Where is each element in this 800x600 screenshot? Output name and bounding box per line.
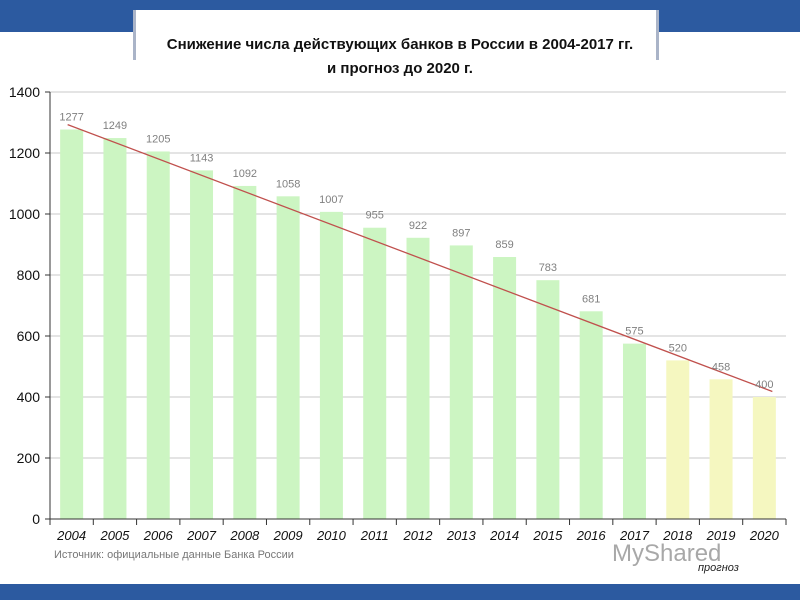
bar-2007 — [190, 170, 214, 519]
bar-2016 — [579, 311, 603, 519]
bar-2015 — [536, 280, 560, 519]
y-tick-label-200: 200 — [17, 450, 41, 466]
data-label-2019: 458 — [712, 361, 730, 373]
x-tick-label-2017: 2017 — [619, 528, 650, 543]
y-tick-label-0: 0 — [32, 511, 40, 527]
bar-2012 — [406, 237, 430, 520]
bar-2020 — [752, 397, 776, 519]
x-tick-label-2019: 2019 — [706, 528, 736, 543]
bar-2010 — [319, 211, 343, 520]
data-label-2006: 1205 — [146, 133, 170, 145]
bar-2017 — [622, 343, 646, 519]
x-tick-label-2006: 2006 — [143, 528, 174, 543]
bar-2006 — [146, 151, 170, 519]
bar-2018 — [666, 360, 690, 519]
bar-2004 — [60, 129, 84, 519]
forecast-label: прогноз — [698, 562, 739, 574]
x-tick-label-2007: 2007 — [186, 528, 217, 543]
data-label-2014: 859 — [495, 239, 513, 251]
data-label-2004: 1277 — [59, 112, 83, 124]
y-tick-label-1400: 1400 — [9, 84, 40, 100]
data-label-2009: 1058 — [276, 178, 300, 190]
data-label-2005: 1249 — [103, 120, 127, 132]
title-panel — [133, 10, 659, 60]
y-tick-label-400: 400 — [17, 389, 41, 405]
data-label-2008: 1092 — [233, 168, 257, 180]
data-label-2010: 1007 — [319, 194, 343, 206]
source-note: Источник: официальные данные Банка Росси… — [54, 549, 294, 561]
chart-title: Снижение числа действующих банков в Росс… — [166, 36, 634, 53]
chart-subtitle: и прогноз до 2020 г. — [327, 60, 473, 77]
bar-2013 — [449, 245, 473, 520]
x-tick-label-2009: 2009 — [273, 528, 303, 543]
y-tick-label-600: 600 — [17, 328, 41, 344]
watermark-text: MyShared — [612, 540, 722, 567]
x-tick-label-2015: 2015 — [532, 528, 563, 543]
x-tick-label-2020: 2020 — [749, 528, 780, 543]
bar-2019 — [709, 379, 733, 519]
data-label-2016: 681 — [582, 293, 600, 305]
x-tick-label-2018: 2018 — [662, 528, 693, 543]
x-tick-label-2005: 2005 — [99, 528, 130, 543]
bar-2005 — [103, 138, 127, 519]
trend-line — [67, 124, 773, 393]
x-tick-label-2011: 2011 — [360, 528, 389, 543]
x-tick-label-2008: 2008 — [229, 528, 260, 543]
bar-2011 — [363, 227, 387, 519]
x-tick-label-2012: 2012 — [403, 528, 434, 543]
data-label-2018: 520 — [669, 342, 687, 354]
data-label-2020: 400 — [755, 379, 773, 391]
bar-2009 — [276, 196, 300, 519]
bar-2008 — [233, 185, 257, 519]
y-tick-label-1000: 1000 — [9, 206, 40, 222]
x-tick-label-2004: 2004 — [56, 528, 86, 543]
data-label-2013: 897 — [452, 227, 470, 239]
data-label-2011: 955 — [366, 210, 384, 222]
x-tick-label-2016: 2016 — [576, 528, 607, 543]
y-tick-label-1200: 1200 — [9, 145, 40, 161]
x-tick-label-2014: 2014 — [489, 528, 519, 543]
x-tick-label-2013: 2013 — [446, 528, 477, 543]
data-label-2017: 575 — [625, 326, 643, 338]
data-label-2012: 922 — [409, 220, 427, 232]
bar-2014 — [493, 257, 517, 519]
data-label-2015: 783 — [539, 262, 557, 274]
x-tick-label-2010: 2010 — [316, 528, 347, 543]
y-tick-label-800: 800 — [17, 267, 41, 283]
data-label-2007: 1143 — [190, 152, 214, 164]
bottom-band — [0, 584, 800, 600]
